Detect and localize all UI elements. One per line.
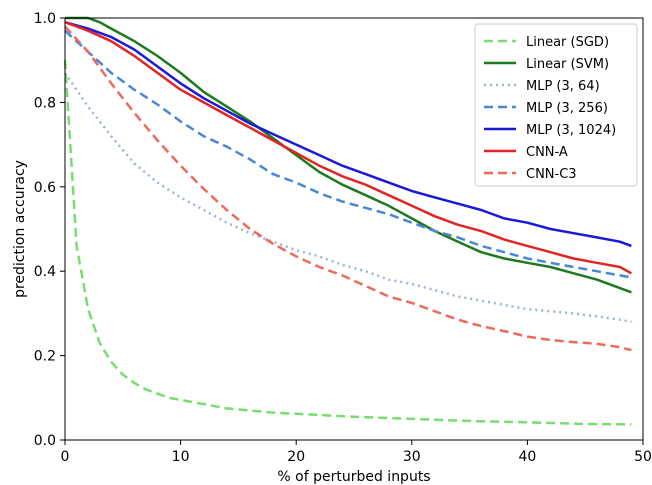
y-tick-label: 1.0 [34,11,56,27]
y-tick-label: 0.6 [34,180,56,196]
y-tick-label: 0.4 [34,264,56,280]
series-line-linear-svm [65,16,632,294]
series-layer [63,16,633,426]
y-axis: 0.0 0.2 0.4 0.6 0.8 1.0 [34,11,65,449]
legend-label-mlp-3-64: MLP (3, 64) [526,79,600,94]
x-axis-label: % of perturbed inputs [277,469,430,485]
series-line-cnn-c3 [64,25,632,352]
y-tick-label: 0.8 [34,95,56,111]
y-axis-label: prediction accuracy [12,160,28,298]
series-line-mlp-3-1024 [64,20,632,248]
x-tick-label: 10 [172,449,190,465]
legend: Linear (SGD) Linear (SVM) MLP (3, 64) MLP (… [474,23,638,187]
series-line-mlp-3-256 [64,29,632,279]
y-tick-label: 0.2 [34,349,56,365]
legend-label-linear-sgd: Linear (SGD) [526,35,609,50]
legend-label-mlp-3-1024: MLP (3, 1024) [526,123,616,138]
legend-label-cnn-c3: CNN-C3 [526,167,577,182]
legend-label-mlp-3-256: MLP (3, 256) [526,101,608,116]
x-axis: 0 10 20 30 40 50 [61,440,652,465]
x-tick-label: 40 [518,449,536,465]
legend-label-cnn-a: CNN-A [526,145,568,160]
x-tick-label: 50 [634,449,652,465]
legend-label-linear-svm: Linear (SVM) [526,57,609,72]
series-line-cnn-a [64,21,633,275]
series-line-linear-sgd [63,60,632,426]
x-tick-label: 30 [403,449,421,465]
x-tick-label: 20 [287,449,305,465]
plot-frame [64,17,644,441]
x-tick-label: 0 [61,449,70,465]
y-tick-label: 0.0 [34,433,56,449]
legend-frame [474,23,638,187]
